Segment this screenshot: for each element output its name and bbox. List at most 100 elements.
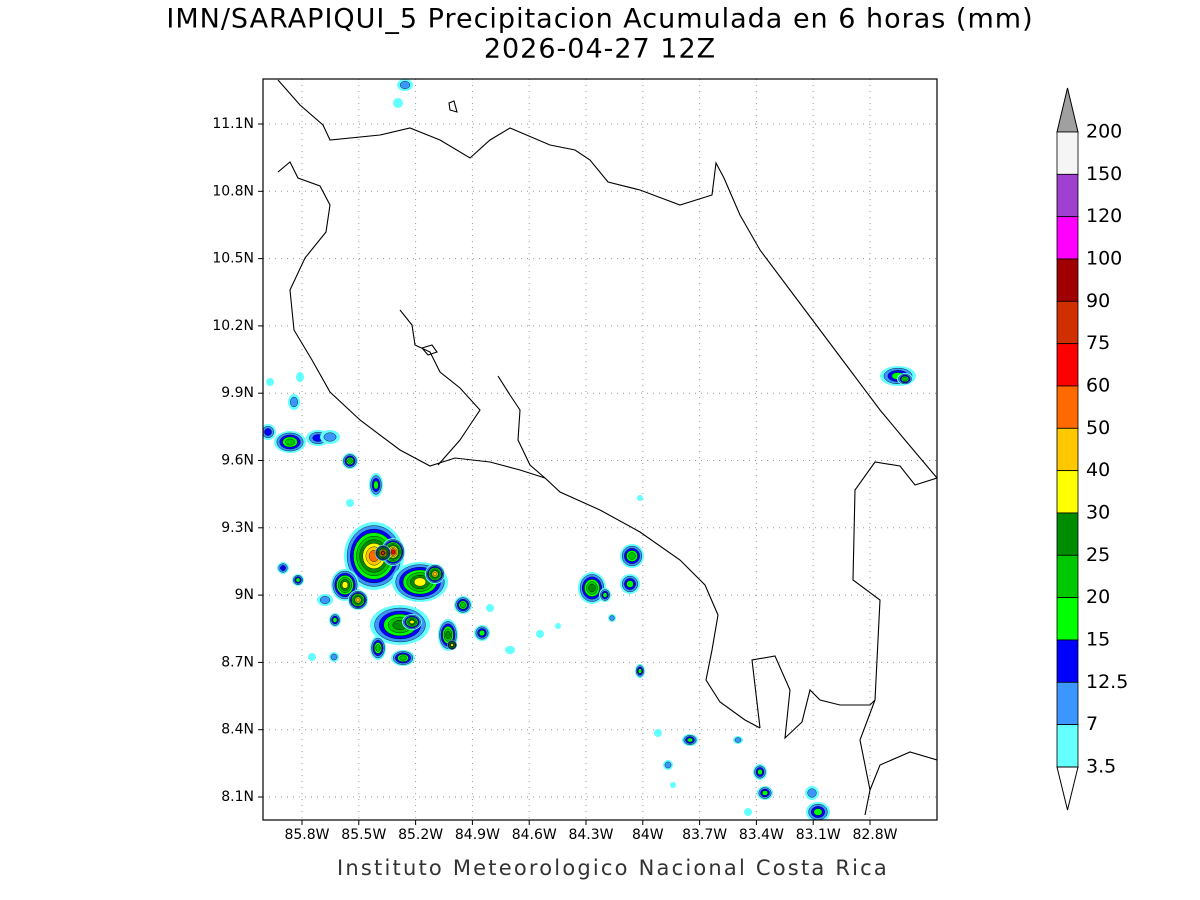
rain-cell [393,98,403,108]
map-frame [262,78,938,821]
grid [258,79,937,825]
rain-cell [355,597,361,603]
rain-cell [347,458,353,464]
rain-cell [460,602,466,608]
color-box [1056,343,1079,387]
colorbar-label: 150 [1086,163,1122,185]
colorbar-label: 50 [1086,417,1110,439]
color-box [1056,300,1079,345]
rain-cell [602,592,608,598]
color-box [1056,597,1079,641]
rain-cell [375,644,381,652]
rain-cell [638,668,642,674]
colorbar-label: 30 [1086,501,1110,523]
rain-cell [479,630,485,636]
rain-cell [757,769,763,775]
lat-tick-label: 9.9N [221,385,254,401]
lon-tick-label: 84.6W [512,827,557,843]
gulf-coast [497,375,546,479]
rain-cell [536,630,544,638]
colorbar-label: 90 [1086,290,1110,312]
colorbar-label: 60 [1086,374,1110,396]
under-triangle [1056,766,1079,811]
rain-cell [330,653,338,661]
color-box [1056,216,1079,260]
lat-tick-label: 9.6N [221,453,254,469]
lat-tick-label: 10.8N [212,183,254,199]
lat-tick-label: 11.1N [212,116,254,132]
rain-cell [280,565,286,571]
lat-tick-label: 9N [235,587,254,603]
rain-cell [295,577,301,583]
colorbar-label: 100 [1086,247,1122,269]
rain-cell [687,737,693,743]
colorbar-label: 12.5 [1086,671,1128,693]
nicoya-gulf [399,309,481,466]
rain-cell [332,617,338,623]
lon-tick-label: 83.1W [796,827,841,843]
lon-tick-label: 83.7W [682,827,727,843]
rain-cell [346,499,354,507]
rain-cell [654,729,662,737]
color-box [1056,131,1079,175]
rain-cell [450,643,454,647]
color-box [1056,512,1079,556]
rain-cell [744,808,752,816]
rain-cell [555,623,561,629]
rain-cell [390,549,396,555]
lat-tick-label: 9.3N [221,520,254,536]
lon-tick-label: 84W [632,827,664,843]
lake-island [448,100,458,113]
rain-cell [432,571,438,577]
rain-cell [664,761,672,769]
color-box [1056,639,1079,683]
rain-cell [486,604,494,612]
colorbar-label: 20 [1086,586,1110,608]
colorbar: 200 150 120 100 90 75 60 50 40 30 25 20 15 12.5 7 3.5 [1056,87,1128,811]
island [421,344,438,356]
rain-cell [762,790,768,796]
rain-cell [308,653,316,661]
lat-tick-label: 10.2N [212,318,254,334]
rain-cell [902,377,908,381]
rain-cell [628,552,636,560]
credit: Instituto Meteorologico Nacional Costa R… [337,856,889,880]
rain-cell [264,428,272,436]
colorbar-label: 25 [1086,544,1110,566]
rain-cell [588,583,596,593]
pacific-coast [277,161,761,729]
rain-cell [813,808,823,816]
lon-tick-label: 85.5W [341,827,386,843]
rain-cell [626,580,634,588]
rain-cell [670,782,676,788]
lat-tick-label: 10.5N [212,251,254,267]
rain-cell [290,396,298,408]
colorbar-label: 200 [1086,121,1122,143]
rain-cell [399,655,407,661]
rain-cell [323,432,337,442]
lon-tick-label: 84.3W [568,827,613,843]
panama-pacific [869,751,937,791]
colorbar-label: 15 [1086,628,1110,650]
rain-cell [399,81,411,89]
color-box [1056,385,1079,429]
rain-cell [807,788,817,798]
rain-cell [296,372,304,382]
lat-tick-label: 8.4N [221,722,254,738]
color-box [1056,470,1079,514]
subtitle: 2026-04-27 12Z [484,34,716,65]
lat-tick-label: 8.1N [221,789,254,805]
colorbar-label: 3.5 [1086,755,1116,777]
rain-cell [445,630,451,640]
rain-cell [409,620,415,624]
color-box [1056,681,1079,726]
coastlines [277,79,937,816]
color-box [1056,427,1079,472]
rain-cell [341,581,349,589]
color-box [1056,724,1079,768]
precipitation [263,79,916,820]
over-triangle [1056,87,1079,133]
rain-cell [319,596,331,604]
rain-cell [373,480,379,490]
